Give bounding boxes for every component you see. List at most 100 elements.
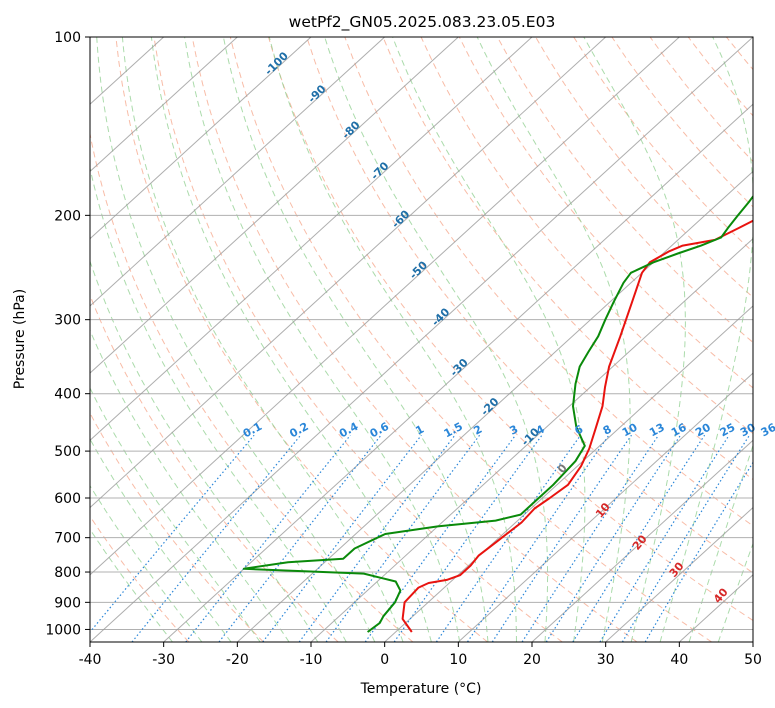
moist-adiabat — [184, 37, 461, 642]
moist-adiabat — [476, 37, 631, 642]
y-tick-label: 200 — [54, 208, 81, 224]
isotherm-line — [90, 37, 753, 642]
dry-adiabat — [268, 37, 753, 622]
isotherm-line — [90, 37, 459, 374]
isotherm-line — [384, 305, 753, 642]
x-tick-label: 50 — [744, 652, 762, 668]
mixing-ratio-line — [621, 434, 751, 642]
isotherm-line — [90, 37, 386, 307]
isotherm-line — [752, 641, 753, 642]
isotherm-label: -80 — [339, 118, 362, 141]
dry-adiabat — [382, 37, 753, 481]
y-tick-label: 600 — [54, 491, 81, 507]
moist-adiabat — [222, 37, 489, 642]
mixing-ratio-line — [393, 434, 543, 642]
mixing-ratio-line — [545, 434, 682, 642]
profile-lines — [242, 194, 753, 633]
chart-title: wetPf2_GN05.2025.083.23.05.E03 — [289, 13, 556, 32]
dry-adiabat — [420, 37, 753, 435]
moist-adiabat — [324, 37, 549, 642]
dry-adiabat — [726, 37, 753, 71]
dry-adiabat — [90, 131, 414, 642]
y-tick-label: 1000 — [45, 622, 81, 638]
mixing-ratio-line — [325, 434, 481, 642]
isotherm-line — [90, 37, 607, 509]
mixing-ratio-line — [185, 434, 351, 642]
isotherm-label: -70 — [368, 159, 391, 182]
dewpoint-line — [242, 194, 753, 633]
dry-adiabat — [344, 37, 753, 527]
mixing-ratio-line — [435, 434, 582, 642]
dry-adiabat — [611, 37, 753, 208]
isotherm-line — [531, 439, 753, 642]
mixing-ratio-label: 10 — [620, 421, 640, 440]
isotherm-line — [90, 37, 680, 576]
moist-adiabat — [392, 37, 586, 642]
x-tick-label: -40 — [79, 652, 102, 668]
mixing-ratio-label: 3 — [507, 423, 520, 438]
mixing-ratio-label: 0.4 — [337, 420, 361, 441]
background-lines — [90, 37, 775, 642]
x-tick-label: -10 — [300, 652, 323, 668]
x-tick-label: 0 — [380, 652, 389, 668]
y-tick-label: 700 — [54, 531, 81, 547]
y-tick-label: 400 — [54, 387, 81, 403]
dry-adiabat — [306, 37, 753, 574]
isotherm-label: -100 — [262, 49, 291, 78]
mixing-ratio-label: 1 — [413, 423, 426, 438]
x-tick-label: 10 — [449, 652, 467, 668]
isotherm-label: -50 — [407, 258, 430, 281]
mixing-ratio-label: 30 — [738, 421, 758, 440]
moist-adiabat — [90, 259, 319, 642]
isotherm-line — [310, 237, 753, 642]
isotherm-line — [605, 506, 753, 642]
mixing-ratio-label: 25 — [718, 421, 738, 440]
moist-adiabat — [688, 444, 753, 642]
dry-adiabat — [496, 37, 753, 344]
moist-adiabat-label: 0 — [555, 461, 570, 475]
dry-adiabat — [765, 37, 775, 642]
dry-adiabat — [153, 37, 563, 642]
mixing-ratio-line — [572, 434, 706, 642]
dry-adiabat — [649, 37, 753, 163]
isotherm-label: -30 — [448, 356, 471, 379]
mixing-ratio-label: 13 — [647, 421, 667, 440]
isotherm-line — [163, 103, 753, 642]
isotherm-line — [90, 37, 312, 240]
mixing-ratio-label: 0.2 — [287, 420, 310, 441]
plot-frame — [89, 36, 754, 643]
moist-adiabat — [90, 484, 203, 642]
isotherm-label: -90 — [305, 82, 328, 105]
moist-adiabat — [90, 165, 347, 642]
y-tick-label: 800 — [54, 565, 81, 581]
moist-adiabat — [90, 387, 261, 642]
temperature-line — [401, 219, 753, 633]
isotherm-line — [90, 37, 533, 442]
mixing-ratio-label: 2 — [472, 423, 485, 438]
moist-adiabat — [583, 37, 686, 642]
moist-adiabat — [659, 37, 753, 642]
mixing-ratio-line — [218, 434, 382, 642]
moist-adiabat — [268, 37, 517, 642]
dry-adiabat — [573, 37, 753, 253]
mixing-ratio-label: 0.1 — [241, 420, 264, 441]
mixing-ratio-label: 36 — [759, 421, 775, 440]
isotherm-label: -40 — [429, 305, 452, 328]
y-tick-label: 500 — [54, 444, 81, 460]
y-tick-label: 100 — [54, 30, 81, 46]
isotherm-line — [90, 37, 238, 173]
mixing-ratio-line — [262, 434, 422, 642]
moist-adiabat — [121, 37, 404, 642]
mixing-ratio-label: 16 — [669, 421, 689, 440]
y-tick-label: 300 — [54, 313, 81, 329]
dry-adiabat — [115, 37, 488, 642]
axes: -40 -30 -20 -10 0 10 20 30 40 5010020030040050060… — [45, 30, 762, 668]
isotherm-label: -60 — [389, 207, 412, 230]
dry-adiabat — [687, 37, 753, 117]
x-axis-label: Temperature (°C) — [360, 681, 482, 697]
mixing-ratio-line — [90, 434, 255, 633]
dry-adiabat — [90, 412, 264, 642]
dry-adiabat — [535, 37, 753, 298]
y-axis-label: Pressure (hPa) — [12, 289, 28, 389]
